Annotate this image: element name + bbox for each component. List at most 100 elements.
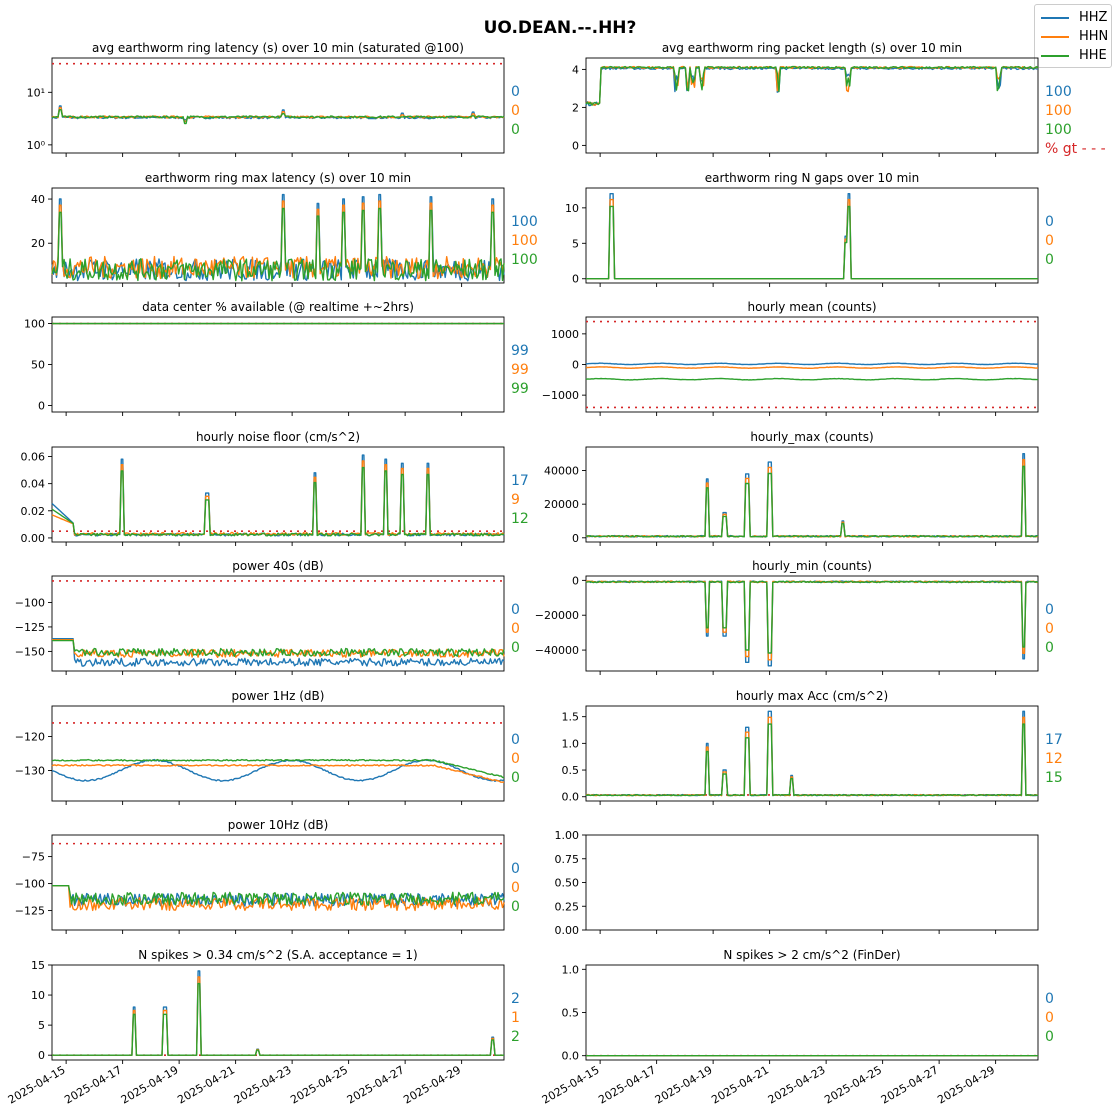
stat-label-hhe: 0 (511, 640, 520, 656)
y-tick-label: −130 (15, 764, 45, 777)
series-line-hhn (585, 580, 1039, 661)
stat-label-hhn: 12 (1045, 751, 1063, 767)
y-tick-label: 0 (572, 273, 579, 286)
stat-label-hhz: 100 (511, 214, 538, 230)
y-tick-label: 2 (572, 101, 579, 114)
series-line-hhn (51, 106, 505, 123)
panel-title: hourly_min (counts) (752, 559, 872, 573)
x-tick-label: 2025-04-17 (62, 1063, 124, 1106)
legend-label-hhe: HHE (1079, 48, 1107, 63)
y-tick-label: 1000 (551, 328, 579, 341)
panel-title: power 40s (dB) (232, 559, 323, 573)
series-line-hhe (52, 982, 504, 1056)
axes-frame (585, 187, 1039, 284)
series-line-hhe (585, 377, 1038, 381)
y-tick-label: 20 (31, 237, 45, 250)
panel-spikes-2: N spikes > 2 cm/s^2 (FinDer) 0.0 0.5 1.0 0 0 0… (540, 948, 1054, 1107)
axes-frame (51, 316, 505, 413)
series-line-hhe (585, 580, 1039, 654)
stat-label-hhn: 9 (511, 492, 520, 508)
legend: HHZ HHN HHE (1034, 4, 1112, 68)
axes-frame (585, 834, 1039, 931)
y-tick-label: −120 (15, 731, 45, 744)
stat-label-hhn: 100 (511, 233, 538, 249)
x-tick-label: 2025-04-25 (822, 1063, 884, 1106)
series-line-hhe (52, 639, 505, 657)
series-line-hhz (586, 192, 1038, 280)
stat-label-hhz: 2 (511, 991, 520, 1007)
panel-title: data center % available (@ realtime +~2h… (142, 300, 414, 314)
series-line-hhn (52, 639, 505, 658)
y-tick-label: −100 (15, 878, 45, 891)
stat-label-hhn: 0 (1045, 621, 1054, 637)
series-line-hhe (586, 205, 1038, 280)
legend-line-hhe (1041, 55, 1069, 57)
stat-label-hhe: 0 (511, 899, 520, 915)
panel-power-40s: power 40s (dB) −150 −125 −100 0 0 0 (15, 559, 520, 675)
x-tick-label: 2025-04-21 (175, 1063, 237, 1106)
stat-label-hhn: 0 (511, 880, 520, 896)
y-tick-label: 0.25 (555, 900, 580, 913)
y-tick-label: 0.06 (21, 451, 46, 464)
y-tick-label: −150 (15, 645, 45, 658)
legend-label-hhz: HHZ (1079, 10, 1108, 25)
y-tick-label: 0.5 (562, 1007, 580, 1020)
y-tick-label: 10⁰ (27, 139, 46, 152)
x-tick-label: 2025-04-23 (232, 1063, 294, 1106)
panel-title: avg earthworm ring packet length (s) ove… (662, 41, 962, 55)
stat-label-hhe: 15 (1045, 770, 1063, 786)
series-line-hhe (51, 108, 505, 125)
series-line-hhe (585, 723, 1039, 797)
stat-label-hhn: 0 (511, 621, 520, 637)
y-tick-label: 0.75 (555, 853, 580, 866)
series-line-hhe (51, 758, 505, 779)
y-tick-label: 40000 (544, 465, 579, 478)
x-tick-label: 2025-04-27 (345, 1063, 407, 1106)
panel-noise-floor: hourly noise floor (cm/s^2) 0.00 0.02 0.04 0… (21, 430, 529, 546)
stat-label-hhe: 0 (1045, 252, 1054, 268)
panel-hourly-min: hourly_min (counts) −40000 −20000 0 0 0 0 (535, 559, 1054, 675)
y-tick-label: −1000 (542, 389, 579, 402)
stat-label-hhz: 99 (511, 343, 529, 359)
y-tick-label: 0.50 (555, 877, 580, 890)
series-line-hhn (585, 458, 1039, 538)
stat-label-hhn: 99 (511, 362, 529, 378)
panel-avg-packet: avg earthworm ring packet length (s) ove… (572, 41, 1106, 157)
series-line-hhe (52, 885, 505, 906)
series-line-hhz (585, 580, 1039, 667)
y-tick-label: 1.0 (562, 737, 580, 750)
axes-frame (51, 964, 505, 1061)
y-tick-label: 40 (31, 193, 45, 206)
stat-label-hhn: 0 (1045, 1010, 1054, 1026)
y-tick-label: −100 (15, 596, 45, 609)
y-tick-label: 0 (572, 139, 579, 152)
series-line-hhz (51, 758, 505, 782)
panel-avg-latency: avg earthworm ring latency (s) over 10 m… (27, 41, 520, 157)
stat-label-hhn: 0 (1045, 233, 1054, 249)
threshold-footer: % gt - - - (1045, 141, 1106, 157)
x-tick-label: 2025-04-17 (596, 1063, 658, 1106)
x-tick-label: 2025-04-25 (288, 1063, 350, 1106)
x-tick-label: 2025-04-29 (401, 1063, 463, 1106)
stat-label-hhe: 99 (511, 381, 529, 397)
y-tick-label: 0.0 (562, 791, 580, 804)
series-line-hhn (586, 198, 1038, 280)
y-tick-label: 20000 (544, 498, 579, 511)
y-tick-label: 1.0 (562, 963, 580, 976)
series-line-hhn (585, 716, 1038, 797)
axes-frame (585, 446, 1039, 543)
panel-title: N spikes > 2 cm/s^2 (FinDer) (723, 948, 900, 962)
series-line-hhe (51, 207, 505, 282)
series-line-hhz (52, 970, 504, 1056)
series-line-hhn (51, 764, 504, 783)
y-tick-label: 15 (31, 959, 45, 972)
x-tick-label: 2025-04-21 (709, 1063, 771, 1106)
axes-frame (585, 57, 1039, 154)
series-line-hhz (52, 638, 505, 667)
y-tick-label: 0 (38, 1049, 45, 1062)
panel-title: earthworm ring N gaps over 10 min (705, 171, 919, 185)
axes-frame (51, 187, 505, 284)
stat-label-hhz: 0 (511, 732, 520, 748)
axes-frame (51, 446, 505, 543)
